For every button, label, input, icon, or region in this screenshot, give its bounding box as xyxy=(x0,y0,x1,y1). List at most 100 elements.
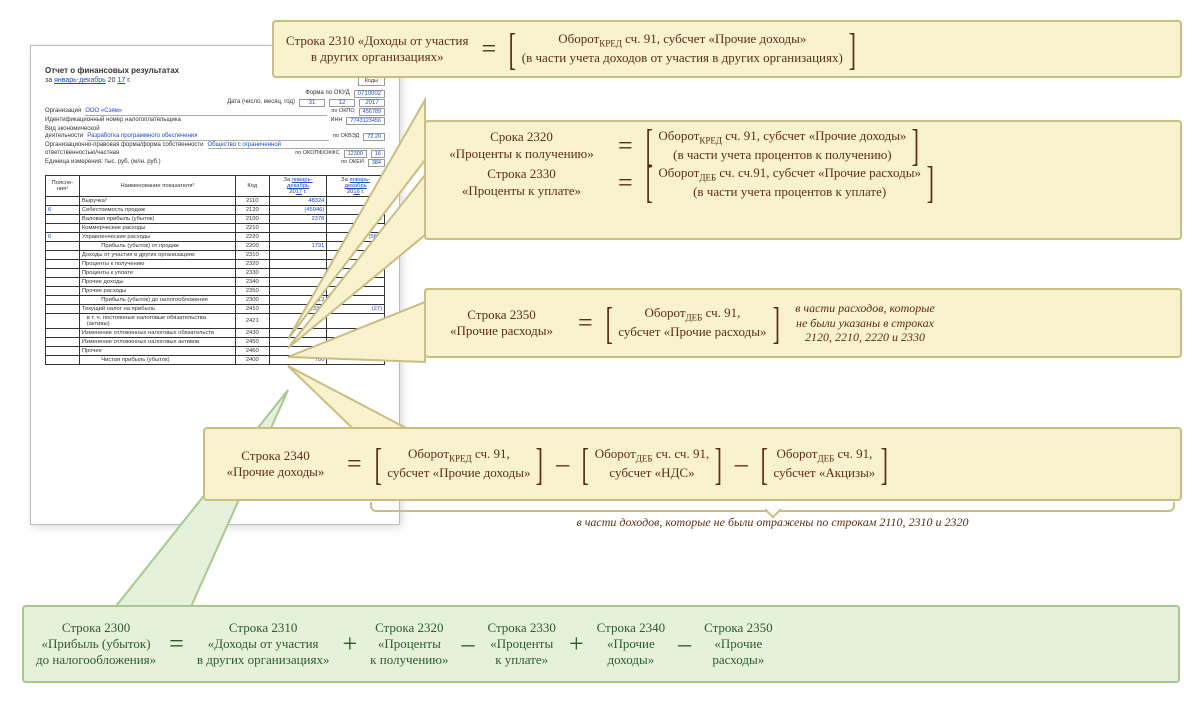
equals-sign: = xyxy=(344,449,365,479)
table-row: Валовая прибыль (убыток)21002378698 xyxy=(46,215,385,224)
c2300-t5b: «Прочие xyxy=(714,636,762,651)
c2350-rhs-sub: ДЕБ xyxy=(686,313,703,323)
table-row: Прочее2460(91) xyxy=(46,347,385,356)
doc-period-year-prefix: 20 xyxy=(106,77,118,84)
c2350-note: в части расходов, которые не были указан… xyxy=(789,301,941,344)
c2340-t3c: субсчет «Акцизы» xyxy=(774,465,876,480)
c2350-note-1: в части расходов, которые xyxy=(795,301,935,315)
c2330-rhs-1: Оборот xyxy=(658,165,699,180)
c2300-t2a: Строка 2320 xyxy=(375,620,443,635)
date-label: Дата (число, месяц, год) xyxy=(227,99,295,107)
table-row: в т. ч. постоянные налоговые обязательст… xyxy=(46,314,385,329)
c2350-rhs-3: субсчет «Прочие расходы» xyxy=(618,324,766,339)
table-row: Доходы от участия в других организациях2… xyxy=(46,251,385,260)
c2330-lhs-1: Строка 2330 xyxy=(487,166,555,181)
c2320-lhs-1: Срока 2320 xyxy=(490,129,553,144)
c2300-t0c: до налогообложения» xyxy=(36,652,156,667)
c2300-t4a: Строка 2340 xyxy=(597,620,665,635)
okud-label: Форма по ОКУД xyxy=(305,90,349,98)
date-day: 31 xyxy=(299,99,325,107)
c2340-underbrace: в части доходов, которые не были отражен… xyxy=(370,502,1175,530)
equals-sign: = xyxy=(575,308,596,338)
c2340-t1sub: КРЕД xyxy=(449,454,472,464)
c2350-rhs-1: Оборот xyxy=(644,305,685,320)
hdr-explanations: Поясне- ния¹ xyxy=(52,180,74,192)
okud-value: 0710002 xyxy=(354,90,385,98)
hdr-per1: январь- декабрь xyxy=(287,177,313,189)
callout-2320-2330: Срока 2320 «Проценты к получению» = [ Об… xyxy=(424,120,1182,240)
plus-sign: + xyxy=(566,629,587,659)
table-row: Проценты к получению2320 xyxy=(46,260,385,269)
table-row: Коммерческие расходы2210 xyxy=(46,224,385,233)
c2300-t4: Строка 2340 «Прочие доходы» xyxy=(593,620,669,669)
table-row: Прочие расходы2350 xyxy=(46,287,385,296)
table-row: Выручка³211048324 xyxy=(46,197,385,206)
table-row: Изменение отложенных налоговых активов24… xyxy=(46,338,385,347)
table-row: Прибыль (убыток) до налогообложения23001… xyxy=(46,296,385,305)
table-row: Чистая прибыль (убыток)240078686 xyxy=(46,356,385,365)
legal-form-value: Общество с ограниченной xyxy=(208,142,385,149)
table-row: Изменение отложенных налоговых обязатель… xyxy=(46,329,385,338)
okopf-label: по ОКОПФ/ОКФС xyxy=(295,150,339,158)
minus-sign: – xyxy=(458,629,477,659)
c2340-t3sub: ДЕБ xyxy=(817,454,834,464)
c2310-lhs-2: в других организациях» xyxy=(311,49,444,64)
hdr-per2-yr: 16 xyxy=(353,189,359,195)
okfs-value: 16 xyxy=(371,150,385,158)
c2300-t0: Строка 2300 «Прибыль (убыток) до налогоо… xyxy=(32,620,160,669)
activity-label-2: деятельности xyxy=(45,133,83,141)
c2320-rhs-sub: КРЕД xyxy=(699,136,722,146)
c2340-lhs: Строка 2340 «Прочие доходы» xyxy=(213,448,338,481)
hdr-code: Код xyxy=(247,183,257,189)
inn-value: 7743123456 xyxy=(346,117,385,125)
unit-label: Единица измерения: тыс. руб. (млн. руб.) xyxy=(45,159,161,167)
inn-label: Идентификационный номер налогоплательщик… xyxy=(45,117,181,125)
c2300-t4b: «Прочие xyxy=(607,636,655,651)
okopf-value: 12300 xyxy=(344,150,367,158)
equals-sign: = xyxy=(166,629,187,659)
c2300-t2: Строка 2320 «Проценты к получению» xyxy=(366,620,452,669)
okei-label: по ОКЕИ xyxy=(341,159,364,167)
c2300-t3b: «Проценты xyxy=(490,636,553,651)
c2340-t2b: сч. сч. 91, xyxy=(653,446,710,461)
c2350-note-2: не были указаны в строках xyxy=(796,316,934,330)
okpo-label: по ОКПО xyxy=(331,108,354,116)
c2330-lhs-2: «Проценты к уплате» xyxy=(462,183,581,198)
c2340-t1a: Оборот xyxy=(408,446,449,461)
c2340-t1b: сч. 91, xyxy=(472,446,510,461)
callout-2340: Строка 2340 «Прочие доходы» = [ ОборотКР… xyxy=(203,427,1182,501)
equals-sign: = xyxy=(615,131,636,161)
c2320-rhs-2: сч. 91, субсчет «Прочие доходы» xyxy=(722,128,906,143)
minus-sign: – xyxy=(553,449,572,479)
c2340-t2a: Оборот xyxy=(595,446,636,461)
c2340-lhs-1: Строка 2340 xyxy=(241,448,309,463)
hdr-indicator: Наименование показателя² xyxy=(120,183,194,189)
c2330-rhs-sub: ДЕБ xyxy=(699,173,716,183)
doc-period-months: январь-декабрь xyxy=(54,77,106,84)
table-row: Прибыль (убыток) от продаж22001791130 xyxy=(46,242,385,251)
c2300-t1: Строка 2310 «Доходы от участия в других … xyxy=(193,620,334,669)
doc-period-suffix: г. xyxy=(125,77,131,84)
c2310-lhs-1: Строка 2310 «Доходы от участия xyxy=(286,33,468,48)
c2300-t2c: к получению» xyxy=(370,652,448,667)
okved-label: по ОКВЭД xyxy=(333,133,359,141)
hdr-per2: январь- декабрь xyxy=(345,177,371,189)
table-row: Текущий налог на прибыль2410(336)(27) xyxy=(46,305,385,314)
c2310-rhs-2: сч. 91, субсчет «Прочие доходы» xyxy=(622,31,806,46)
c2310-rhs-sub: КРЕД xyxy=(599,39,622,49)
callout-2300: Строка 2300 «Прибыль (убыток) до налогоо… xyxy=(22,605,1180,683)
c2350-lhs-2: «Прочие расходы» xyxy=(450,323,553,338)
inn-code-label: ИНН xyxy=(331,117,343,125)
okved-value: 72.20 xyxy=(363,133,385,141)
org-value: ООО «Сэям» xyxy=(85,108,327,116)
c2320-rhs-1: Оборот xyxy=(658,128,699,143)
c2300-t5a: Строка 2350 xyxy=(704,620,772,635)
c2300-t3c: к уплате» xyxy=(495,652,548,667)
minus-sign: – xyxy=(675,629,694,659)
c2300-t0b: «Прибыль (убыток) xyxy=(42,636,151,651)
c2340-t2sub: ДЕБ xyxy=(636,454,653,464)
c2340-t2c: субсчет «НДС» xyxy=(609,465,694,480)
c2300-t2b: «Проценты xyxy=(378,636,441,651)
c2350-lhs-1: Строка 2350 xyxy=(467,307,535,322)
c2300-t1a: Строка 2310 xyxy=(229,620,297,635)
